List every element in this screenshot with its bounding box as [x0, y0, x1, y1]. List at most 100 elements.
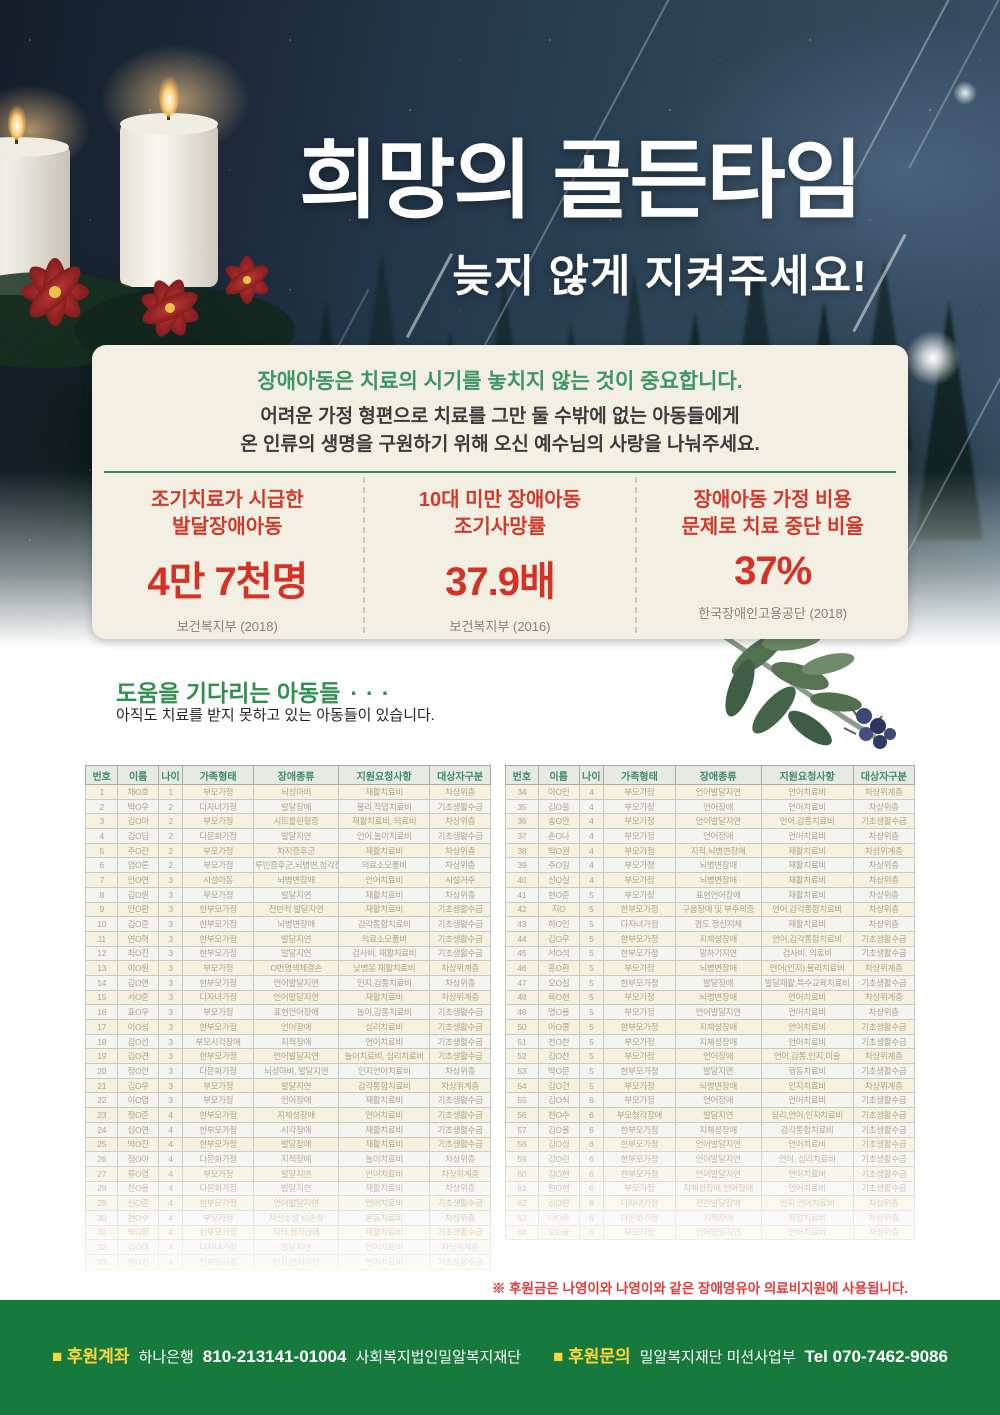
table-row: 26 정O아 4 다문화가정 지적장애 놀이치료비 차상위층 [85, 1151, 491, 1167]
table-cell: 류O엽 [117, 1165, 159, 1182]
table-cell: 한부모가정 [603, 901, 676, 918]
table-cell: 김O아 [117, 813, 159, 830]
table-row: 12 최O진 3 한부모가정 발달지연 검사비, 재활치료비 기초생활수급 [85, 945, 491, 962]
table-cell: 경도 정신지체 [674, 916, 762, 932]
table-cell: 차상위계층 [852, 989, 915, 1006]
table-cell: 언어치료비 [760, 784, 854, 800]
table-cell: 4 [578, 798, 605, 815]
column-header: 대상자구분 [852, 765, 915, 785]
table-cell: 한부모가정 [182, 1019, 255, 1035]
table-cell: 2 [157, 798, 184, 815]
table-cell: 언어,감통,인지,미술 [760, 1048, 854, 1065]
poster-title: 희망의 골든타임 [299, 133, 863, 229]
table-row: 25 박O진 4 한부모가정 발달장애 재활치료비 기초생활수급 [85, 1136, 491, 1153]
table-row: 56 천O수 6 부모청각장애 발달지연 심리,언어,인지치료비 기초생활수급 [505, 1107, 915, 1123]
table-cell: 김O율 [537, 1121, 580, 1138]
stat-source: 보건복지부 (2016) [449, 619, 551, 634]
table-cell: 56 [505, 1107, 539, 1123]
table-cell: 3 [157, 901, 184, 918]
table-row: 54 김O건 5 부모가정 뇌병변장애 인지치료비 차상위계층 [505, 1077, 915, 1094]
table-cell: 뇌병변장애 [674, 1077, 762, 1094]
table-cell: 재활치료비 [760, 857, 854, 874]
table-cell: 60 [505, 1165, 539, 1182]
table-cell: 16 [85, 1004, 119, 1020]
table-cell: 40 [505, 872, 539, 888]
table-cell: 27 [85, 1165, 119, 1182]
table-row: 24 심O연 4 한부모가정 시각장애 재활치료비 기초생활수급 [85, 1121, 491, 1138]
table-row: 30 천O수 4 부모가정 저산소성 뇌손상 운동치료비 차상위층 [85, 1209, 491, 1226]
table-row: 10 김O준 3 한부모가정 뇌병변장애 감각통합치료비 기초생활수급 [85, 916, 491, 932]
table-cell: 26 [85, 1151, 119, 1167]
table-cell: 4 [157, 1209, 184, 1226]
table-cell: 천O수 [537, 1107, 580, 1123]
table-cell: 김O선 [117, 1033, 159, 1050]
table-cell: 낮병동 재활치료비 [338, 960, 431, 976]
table-cell: 기초생활수급 [852, 813, 915, 830]
table-cell: 48 [505, 989, 539, 1006]
table-row: 64 오O율 6 부모가정 언어발달지연 언어치료비 차상위층 [505, 1224, 915, 1241]
table-header-row: 번호 이름 나이 가족형태 장애종류 지원요청사항 대상자구분 [505, 765, 915, 785]
table-cell: 3 [157, 886, 184, 903]
table-cell: 차상위층 [852, 1004, 915, 1020]
table-cell: 재활치료비 [338, 784, 431, 800]
table-cell: 발달지연 [674, 1107, 762, 1123]
table-cell: 재활치료비 [338, 1224, 431, 1241]
table-cell: 기초생활수급 [429, 1136, 491, 1153]
table-row: 60 김O현 6 한부모가정 언어발달지연 언어치료비 기초생활수급 [505, 1165, 915, 1182]
table-cell: 검사비, 의료비 [760, 945, 854, 962]
table-row: 55 김O식 6 부모가정 언어장애 언어치료비 기초생활수급 [505, 1092, 915, 1109]
table-cell: 30 [85, 1209, 119, 1226]
table-cell: 6 [578, 1209, 605, 1226]
table-cell: 언어치료비 [338, 1107, 431, 1123]
table-cell: 언어치료비 [760, 828, 854, 844]
table-cell: 4 [157, 1195, 184, 1211]
donation-inquiry-label: ■ 후원문의 [553, 1347, 631, 1366]
column-header: 번호 [505, 765, 539, 785]
table-cell: 천O율 [117, 1180, 159, 1197]
table-cell: 3 [85, 813, 119, 830]
section-subtitle: 아직도 치료를 받지 못하고 있는 아동들이 있습니다. [116, 707, 435, 724]
table-cell: 부모가정 [603, 1077, 676, 1094]
table-cell: 다자녀가정 [603, 916, 676, 932]
table-cell: 부모가정 [182, 886, 255, 903]
table-cell: 재활치료비 [760, 886, 854, 903]
column-header: 이름 [117, 765, 159, 785]
table-cell: 4 [85, 828, 119, 844]
table-cell: 한부모가정 [182, 1121, 255, 1138]
table-cell: 부모가정 [603, 1004, 676, 1020]
table-cell: 기초생활수급 [429, 1195, 491, 1211]
table-cell: 1 [157, 784, 184, 800]
table-cell: 9 [85, 901, 119, 918]
table-row: 50 아O콜 5 한부모가정 지체성장애 언어치료비 기초생활수급 [505, 1019, 915, 1035]
table-cell: 언어발달지연 [674, 1004, 762, 1020]
table-cell: 44 [505, 930, 539, 947]
table-row: 42 지O 5 한부모가정 구음장애 및 부주의증 언어,감각통합치료비 차상위층 [505, 901, 915, 918]
table-cell: 기초생활수급 [429, 1107, 491, 1123]
table-cell: 차상위층 [429, 813, 491, 830]
column-header: 지원요청사항 [760, 765, 854, 785]
table-cell: 기초생활수급 [429, 1019, 491, 1035]
table-cell: 다문화가정 [182, 1151, 255, 1167]
table-cell: 차상위층 [429, 1063, 491, 1079]
table-cell: 언어발달지연 [253, 989, 340, 1006]
table-cell: 작업치료비 [760, 1209, 854, 1226]
table-cell: 언어치료비 [760, 1165, 854, 1182]
table-cell: 4 [578, 842, 605, 859]
table-row: 2 박O우 2 다자녀가정 발달장애 물리,작업치료비 기초생활수급 [85, 798, 491, 815]
table-cell: 김O원 [117, 886, 159, 903]
table-cell: 5 [578, 1077, 605, 1094]
table-cell: 발달지연 [253, 930, 340, 947]
stat-label-line1: 조기치료가 시급한 [150, 489, 304, 511]
table-cell: 차상위계층 [429, 960, 491, 976]
children-table-right: 번호 이름 나이 가족형태 장애종류 지원요청사항 대상자구분 34 아O민 4 부모가정 언어발달… [505, 765, 915, 1275]
footer-info: ■ 후원계좌 하나은행 810-213141-01004 사회복지법인밀알복지재… [0, 1300, 1000, 1367]
stat-value: 37.9배 [445, 560, 556, 604]
table-cell: 29 [85, 1195, 119, 1211]
table-cell: 연O혁 [117, 930, 159, 947]
intro-line-3: 온 인류의 생명을 구원하기 위해 오신 예수님의 사랑을 나눠주세요. [240, 434, 760, 455]
table-cell: 발달장애 [253, 1136, 340, 1153]
table-cell: 서O석 [537, 945, 580, 962]
table-cell: 언어,감통치료비 [760, 813, 854, 830]
table-cell: 2 [85, 798, 119, 815]
table-cell: 기초생활수급 [852, 1107, 915, 1123]
